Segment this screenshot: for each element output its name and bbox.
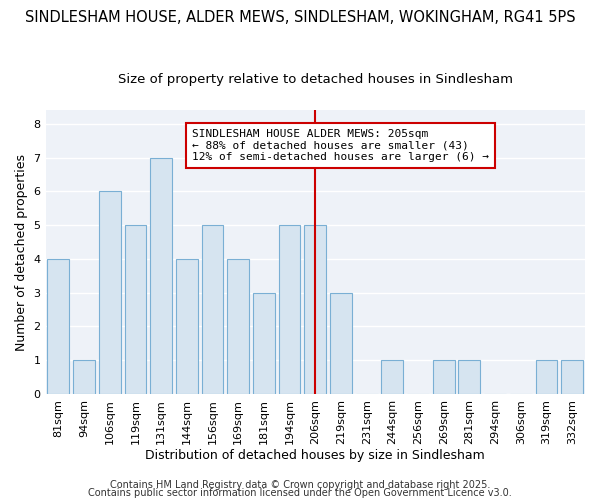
Y-axis label: Number of detached properties: Number of detached properties (15, 154, 28, 350)
Bar (176, 259, 198, 394)
Bar (561, 360, 583, 394)
Bar (304, 225, 326, 394)
Bar (382, 360, 403, 394)
Text: Contains HM Land Registry data © Crown copyright and database right 2025.: Contains HM Land Registry data © Crown c… (110, 480, 490, 490)
Bar (278, 225, 301, 394)
Title: Size of property relative to detached houses in Sindlesham: Size of property relative to detached ho… (118, 72, 513, 86)
Bar (433, 360, 455, 394)
Bar (536, 360, 557, 394)
X-axis label: Distribution of detached houses by size in Sindlesham: Distribution of detached houses by size … (145, 450, 485, 462)
Bar (253, 292, 275, 394)
Text: Contains public sector information licensed under the Open Government Licence v3: Contains public sector information licen… (88, 488, 512, 498)
Bar (73, 360, 95, 394)
Bar (99, 192, 121, 394)
Bar (125, 225, 146, 394)
Bar (202, 225, 223, 394)
Bar (330, 292, 352, 394)
Bar (227, 259, 249, 394)
Bar (47, 259, 70, 394)
Text: SINDLESHAM HOUSE, ALDER MEWS, SINDLESHAM, WOKINGHAM, RG41 5PS: SINDLESHAM HOUSE, ALDER MEWS, SINDLESHAM… (25, 10, 575, 25)
Bar (458, 360, 481, 394)
Bar (150, 158, 172, 394)
Text: SINDLESHAM HOUSE ALDER MEWS: 205sqm
← 88% of detached houses are smaller (43)
12: SINDLESHAM HOUSE ALDER MEWS: 205sqm ← 88… (192, 129, 489, 162)
